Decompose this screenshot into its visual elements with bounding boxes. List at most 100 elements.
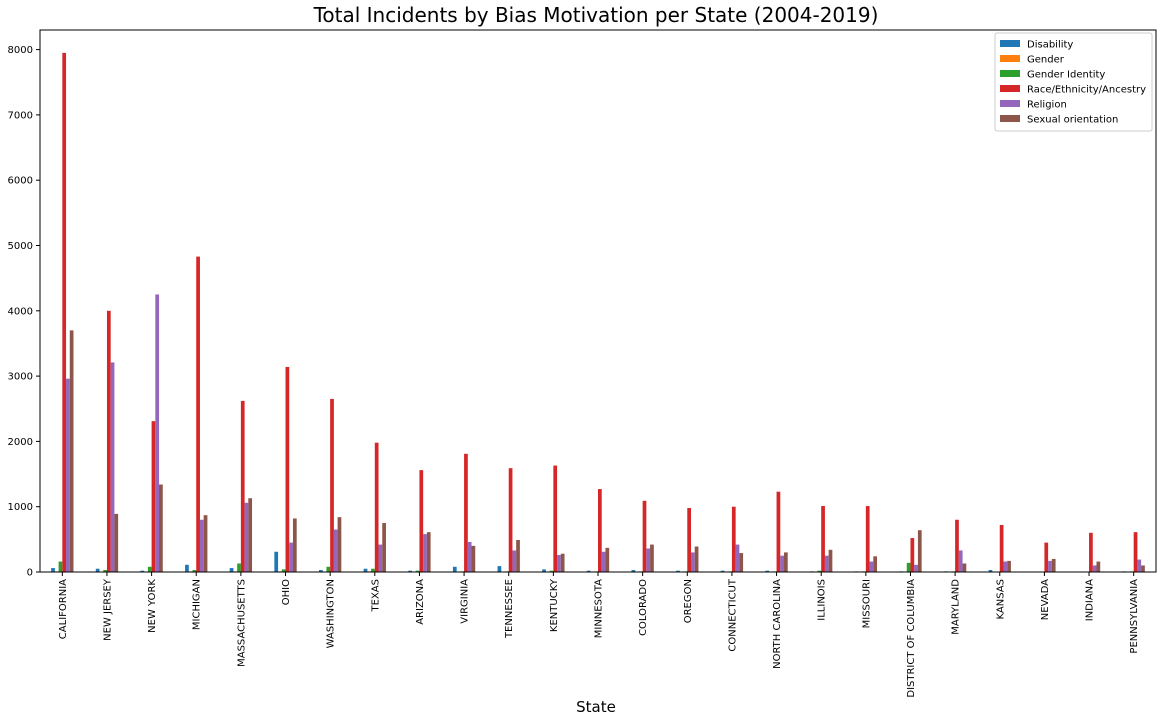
bar-religion-pennsylvania (1137, 559, 1142, 572)
bar-race-ethnicity-ancestry-minnesota (598, 489, 602, 572)
plot-frame (39, 29, 1157, 573)
y-tick-label: 6000 (8, 176, 33, 187)
bar-gender-identity-michigan (192, 570, 197, 572)
legend-box (994, 32, 1153, 132)
bar-race-ethnicity-ancestry-massachusetts (240, 400, 245, 572)
bar-race-ethnicity-ancestry-virginia (464, 453, 468, 572)
legend-swatch (1000, 85, 1020, 92)
bar-race-ethnicity-ancestry-tennessee (508, 468, 513, 572)
bar-race-ethnicity-ancestry-arizona (419, 470, 424, 572)
x-tick-label: MISSOURI (861, 579, 872, 628)
bar-gender-identity-arizona (415, 570, 420, 572)
bar-race-ethnicity-ancestry-missouri (865, 506, 870, 572)
bar-disability-kentucky (542, 569, 546, 572)
legend-label: Sexual orientation (1027, 115, 1118, 126)
bar-sexual-orientation-washington (337, 517, 342, 572)
bar-religion-kansas (1003, 561, 1008, 572)
bar-religion-minnesota (601, 551, 606, 572)
bar-disability-new-york (140, 570, 145, 572)
bar-religion-connecticut (735, 544, 740, 572)
x-tick-label: NORTH CAROLINA (772, 579, 783, 669)
x-tick-label: OHIO (281, 579, 292, 605)
bar-sexual-orientation-nevada (1051, 558, 1056, 572)
bar-sexual-orientation-kansas (1007, 560, 1011, 572)
bar-sexual-orientation-massachusetts (248, 498, 253, 572)
bar-gender-identity-washington (326, 566, 331, 572)
bar-race-ethnicity-ancestry-district-of-columbia (910, 538, 915, 572)
y-tick-label: 4000 (8, 306, 33, 317)
x-tick-label: KENTUCKY (549, 578, 560, 632)
bar-sexual-orientation-arizona (426, 532, 431, 572)
legend-swatch (1000, 55, 1020, 62)
x-tick-label: VIRGINIA (460, 579, 471, 624)
y-tick-label: 0 (27, 568, 33, 579)
legend-label: Gender (1027, 55, 1065, 66)
bar-religion-indiana (1092, 565, 1097, 572)
bar-disability-tennessee (497, 566, 502, 572)
bar-sexual-orientation-colorado (650, 544, 654, 572)
bar-religion-illinois (824, 555, 829, 572)
bar-race-ethnicity-ancestry-pennsylvania (1133, 532, 1138, 572)
bar-gender-identity-texas (371, 568, 375, 572)
bar-sexual-orientation-pennsylvania (1141, 565, 1145, 572)
bar-religion-california (66, 378, 70, 572)
x-axis-title: State (576, 698, 616, 716)
bar-race-ethnicity-ancestry-california (62, 52, 67, 573)
bar-religion-massachusetts (244, 502, 249, 572)
x-tick-label: CALIFORNIA (58, 579, 69, 639)
y-tick-label: 7000 (8, 110, 33, 121)
bars-group (51, 52, 1145, 573)
bar-sexual-orientation-new-jersey (114, 513, 119, 572)
x-tick-label: INDIANA (1085, 579, 1096, 621)
bar-race-ethnicity-ancestry-oregon (687, 508, 691, 572)
x-tick-label: MICHIGAN (192, 579, 203, 630)
x-tick-label: KANSAS (995, 579, 1006, 619)
bar-religion-north-carolina (780, 555, 784, 572)
bar-sexual-orientation-kentucky (560, 553, 565, 572)
bar-sexual-orientation-new-york (159, 484, 163, 572)
x-tick-label: CONNECTICUT (727, 578, 738, 651)
x-tick-label: MARYLAND (951, 579, 962, 635)
bar-sexual-orientation-district-of-columbia (917, 530, 922, 572)
y-tick-label: 3000 (8, 372, 33, 383)
bar-religion-nevada (1048, 560, 1052, 572)
bar-sexual-orientation-ohio (292, 518, 297, 572)
bar-disability-new-jersey (95, 568, 100, 572)
x-tick-label: ILLINOIS (817, 579, 828, 621)
y-tick-label: 8000 (8, 45, 33, 56)
bar-race-ethnicity-ancestry-new-york (151, 421, 156, 572)
bar-sexual-orientation-texas (382, 523, 386, 572)
bar-disability-colorado (631, 570, 636, 572)
bar-sexual-orientation-missouri (873, 556, 877, 572)
bar-race-ethnicity-ancestry-illinois (821, 506, 825, 572)
legend-swatch (1000, 115, 1020, 122)
y-tick-label: 5000 (8, 241, 33, 252)
bar-religion-new-jersey (110, 362, 115, 572)
bar-disability-arizona (408, 570, 412, 572)
bar-race-ethnicity-ancestry-nevada (1044, 542, 1049, 572)
x-tick-label: COLORADO (638, 579, 649, 636)
y-axis: 0 1000 2000 3000 4000 5000 6000 7000 8000 (8, 45, 40, 579)
bar-gender-identity-ohio (281, 569, 286, 572)
x-tick-label: MINNESOTA (594, 579, 605, 638)
legend-swatch (1000, 100, 1020, 107)
x-tick-label: WASHINGTON (326, 579, 337, 648)
bar-race-ethnicity-ancestry-new-jersey (106, 310, 111, 572)
bar-sexual-orientation-oregon (694, 546, 699, 572)
x-tick-label: MASSACHUSETTS (236, 579, 247, 667)
x-tick-label: ARIZONA (415, 579, 426, 625)
x-tick-label: NEVADA (1040, 579, 1051, 620)
bar-religion-texas (378, 544, 383, 572)
bar-religion-tennessee (512, 550, 517, 572)
bar-disability-connecticut (720, 570, 725, 572)
bar-race-ethnicity-ancestry-kansas (999, 524, 1004, 572)
bar-gender-identity-illinois (817, 570, 822, 572)
bar-disability-ohio (274, 551, 279, 572)
bar-religion-maryland (958, 550, 963, 572)
bar-religion-virginia (467, 541, 472, 572)
bar-sexual-orientation-california (69, 330, 74, 572)
bar-religion-ohio (289, 542, 293, 572)
legend-label: Gender Identity (1027, 70, 1105, 81)
bar-race-ethnicity-ancestry-colorado (642, 500, 647, 572)
